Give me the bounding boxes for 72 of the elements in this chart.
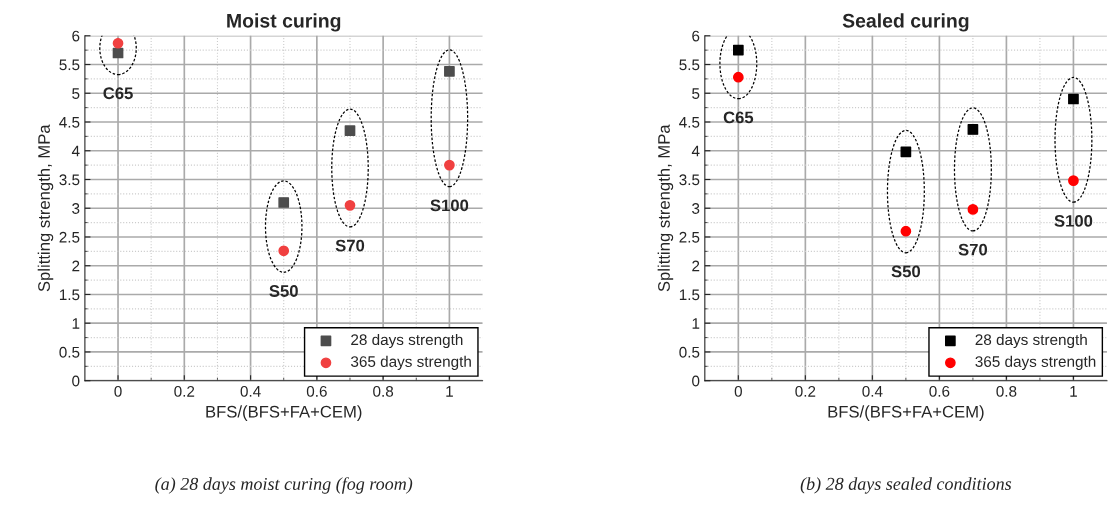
point bbox=[732, 44, 744, 56]
y-tick-label: 1.5 bbox=[679, 289, 700, 301]
x-tick-label: 0.4 bbox=[240, 385, 261, 397]
text: (a) 28 days moist curing (fog room) bbox=[155, 477, 413, 494]
x-tick-label: 0.2 bbox=[174, 385, 195, 397]
point bbox=[278, 197, 290, 208]
x-tick-label: 1 bbox=[1070, 386, 1077, 397]
x-tick-label: 0 bbox=[114, 385, 122, 397]
point bbox=[732, 71, 744, 83]
y-tick-label: 4.5 bbox=[59, 117, 80, 128]
point bbox=[444, 159, 455, 171]
annotation: S70 bbox=[958, 243, 988, 256]
y-tick-label: 0 bbox=[692, 375, 700, 387]
x-tick-label: 0.6 bbox=[306, 385, 327, 397]
legend-label: 28 days strength bbox=[975, 333, 1087, 349]
point bbox=[278, 245, 290, 257]
point bbox=[1068, 93, 1079, 105]
y-tick-label: 6 bbox=[692, 30, 700, 42]
y-tick-label: 1 bbox=[72, 318, 80, 329]
y-tick-label: 2 bbox=[692, 260, 700, 272]
y-axis-title: Splitting strength, MPa bbox=[657, 124, 674, 292]
y-tick-label: 5.5 bbox=[59, 59, 80, 71]
y-tick-label: 5.5 bbox=[679, 59, 700, 71]
y-tick-label: 4 bbox=[691, 145, 700, 157]
y-tick-label: 1 bbox=[692, 318, 700, 329]
y-tick-label: 3.5 bbox=[59, 174, 80, 186]
x-tick-label: 0.8 bbox=[996, 385, 1017, 397]
annotation: S100 bbox=[1054, 214, 1093, 227]
annotation: S50 bbox=[891, 265, 921, 278]
y-tick-label: 4.5 bbox=[679, 117, 700, 128]
y-tick-label: 1.5 bbox=[59, 289, 80, 301]
annotation: S50 bbox=[269, 285, 298, 297]
point bbox=[112, 37, 124, 49]
annotation: S70 bbox=[335, 239, 365, 252]
y-tick-label: 3 bbox=[692, 203, 700, 214]
point bbox=[444, 66, 455, 77]
point bbox=[900, 225, 912, 237]
y-tick-label: 0.5 bbox=[59, 346, 80, 358]
point bbox=[344, 200, 356, 211]
x-tick-label: 0.8 bbox=[373, 385, 394, 397]
legend-label: 365 days strength bbox=[975, 355, 1096, 370]
point bbox=[967, 204, 979, 215]
y-tick-label: 6 bbox=[72, 30, 80, 42]
point bbox=[1068, 175, 1079, 186]
point bbox=[967, 124, 979, 135]
chart-title: Moist curing bbox=[227, 13, 341, 32]
y-tick-label: 3.5 bbox=[679, 174, 700, 186]
y-tick-label: 5 bbox=[72, 88, 80, 99]
x-axis-title: BFS/(BFS+FA+CEM) bbox=[206, 405, 362, 421]
chart-title: Sealed curing bbox=[842, 13, 969, 32]
y-tick-label: 2.5 bbox=[59, 231, 80, 243]
x-tick-label: 0.2 bbox=[795, 385, 816, 397]
legend-label: 365 days strength bbox=[350, 355, 471, 370]
x-axis-title: BFS/(BFS+FA+CEM) bbox=[828, 405, 984, 421]
y-tick-label: 0.5 bbox=[679, 346, 700, 358]
annotation: C65 bbox=[723, 111, 754, 124]
x-tick-label: 1 bbox=[446, 386, 453, 397]
annotation: C65 bbox=[103, 87, 133, 100]
x-tick-label: 0.4 bbox=[862, 385, 883, 397]
legend-label: 28 days strength bbox=[351, 333, 463, 349]
x-tick-label: 0.6 bbox=[929, 385, 950, 397]
y-tick-label: 4 bbox=[71, 145, 80, 157]
x-tick-label: 0 bbox=[734, 385, 742, 397]
y-tick-label: 0 bbox=[72, 375, 80, 387]
annotation: S100 bbox=[430, 199, 469, 212]
y-tick-label: 2 bbox=[72, 260, 80, 272]
y-tick-label: 2.5 bbox=[679, 231, 700, 243]
y-tick-label: 3 bbox=[72, 203, 80, 214]
y-tick-label: 5 bbox=[692, 88, 700, 99]
text: (b) 28 days sealed conditions bbox=[800, 477, 1012, 494]
y-axis-title: Splitting strength, MPa bbox=[37, 124, 54, 292]
point bbox=[344, 125, 356, 136]
